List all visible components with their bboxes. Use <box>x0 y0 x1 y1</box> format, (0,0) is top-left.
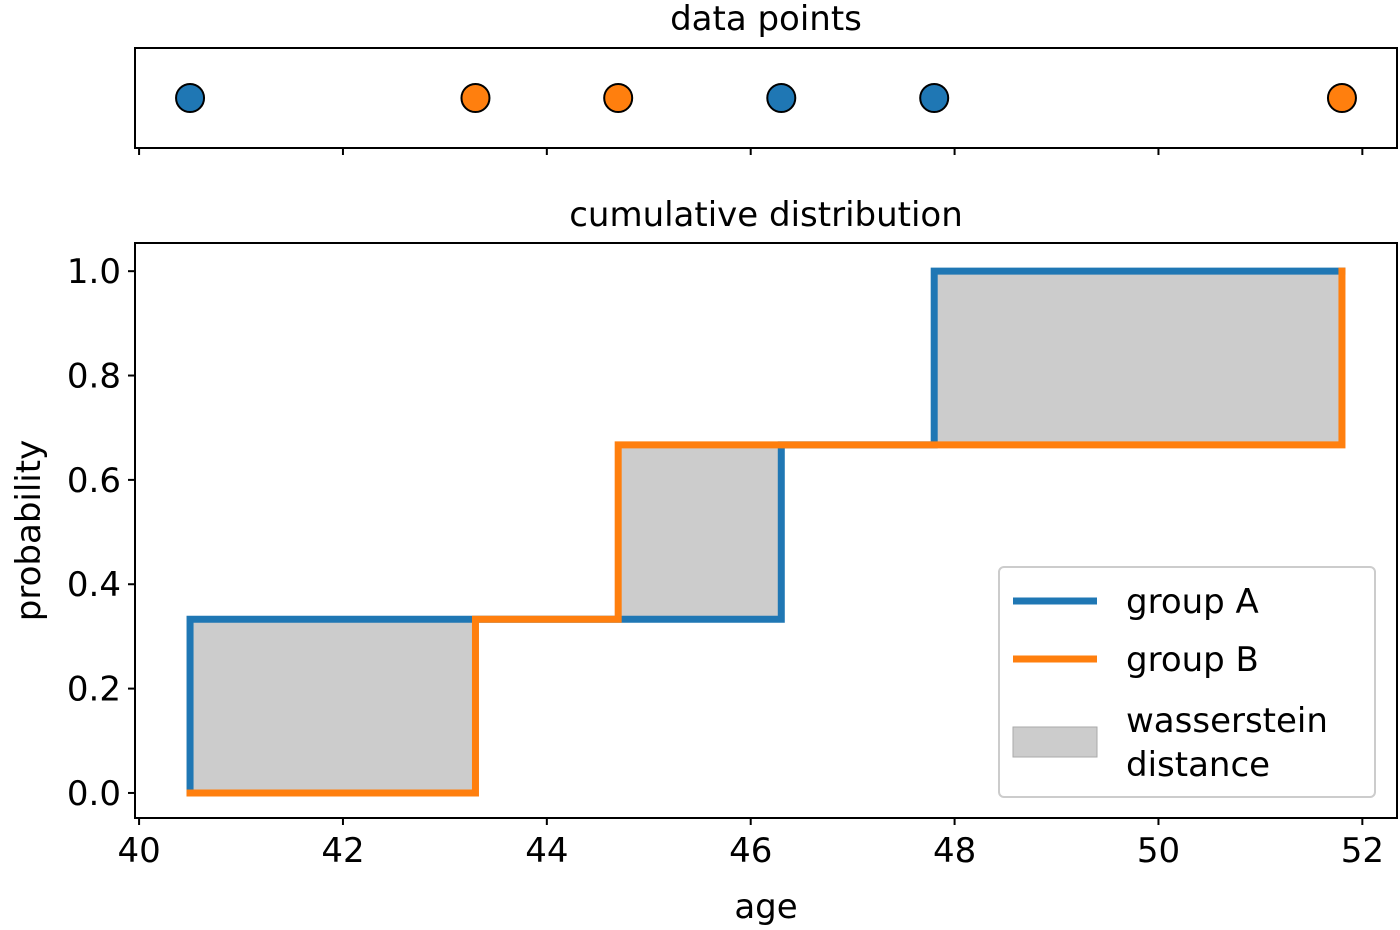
chart-title: data points <box>670 0 862 39</box>
axes-frame <box>134 47 1398 149</box>
data-point <box>603 83 634 113</box>
data-point <box>1326 83 1357 113</box>
y-tick-label: 0.6 <box>67 461 121 501</box>
legend-label: group A <box>1126 582 1259 622</box>
y-axis-label: probability <box>9 440 49 621</box>
y-tick-label: 0.4 <box>67 565 121 605</box>
chart-title: cumulative distribution <box>569 195 963 235</box>
legend-label: wasserstein distance <box>1126 701 1339 785</box>
y-tick-label: 0.0 <box>67 774 121 814</box>
x-tick-label: 52 <box>1341 831 1384 871</box>
y-tick-label: 0.8 <box>67 357 121 397</box>
x-axis-label: age <box>734 887 797 927</box>
wasserstein-area <box>190 271 1342 793</box>
x-tick-label: 42 <box>321 831 364 871</box>
data-point <box>919 83 950 113</box>
axes-frame <box>134 242 1398 819</box>
legend-label: group B <box>1126 640 1259 680</box>
data-point <box>766 83 797 113</box>
x-tick-label: 46 <box>729 831 772 871</box>
y-tick-label: 0.2 <box>67 670 121 710</box>
step-line <box>186 267 1346 797</box>
y-tick-label: 1.0 <box>67 252 121 292</box>
data-point <box>175 83 206 113</box>
data-point <box>460 83 491 113</box>
x-tick-label: 50 <box>1137 831 1180 871</box>
x-tick-label: 48 <box>933 831 976 871</box>
x-tick-label: 40 <box>117 831 160 871</box>
x-tick-label: 44 <box>525 831 568 871</box>
legend-swatch <box>1012 726 1098 758</box>
